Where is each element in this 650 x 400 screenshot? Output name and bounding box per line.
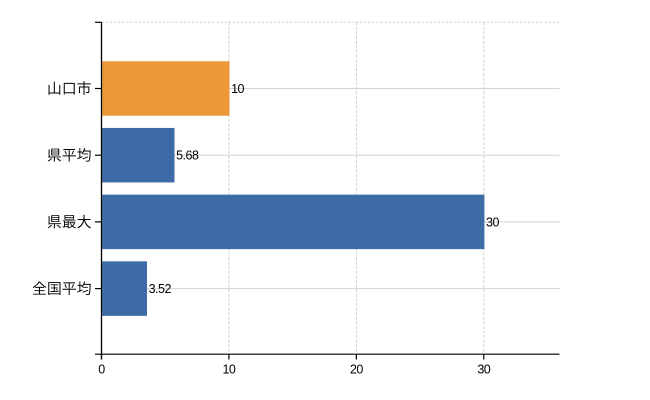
- svg-text:5.68: 5.68: [176, 149, 199, 163]
- svg-text:3.52: 3.52: [149, 282, 172, 296]
- svg-text:30: 30: [486, 215, 499, 229]
- svg-text:10: 10: [231, 82, 244, 96]
- svg-text:10: 10: [222, 362, 235, 376]
- svg-text:0: 0: [98, 362, 105, 376]
- svg-text:20: 20: [350, 362, 363, 376]
- svg-text:30: 30: [477, 362, 490, 376]
